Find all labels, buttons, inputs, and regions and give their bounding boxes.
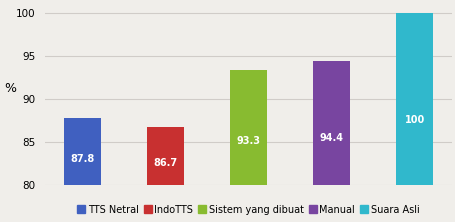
- Bar: [395, 13, 432, 222]
- Text: 86.7: 86.7: [153, 158, 177, 168]
- Text: 94.4: 94.4: [319, 133, 343, 143]
- Text: 93.3: 93.3: [236, 137, 260, 147]
- Bar: [63, 118, 101, 222]
- Bar: [312, 61, 349, 222]
- Text: 87.8: 87.8: [70, 155, 94, 165]
- Legend: TTS Netral, IndoTTS, Sistem yang dibuat, Manual, Suara Asli: TTS Netral, IndoTTS, Sistem yang dibuat,…: [73, 201, 423, 218]
- Bar: [229, 70, 267, 222]
- Bar: [147, 127, 184, 222]
- Text: 100: 100: [404, 115, 424, 125]
- Y-axis label: %: %: [4, 81, 16, 95]
